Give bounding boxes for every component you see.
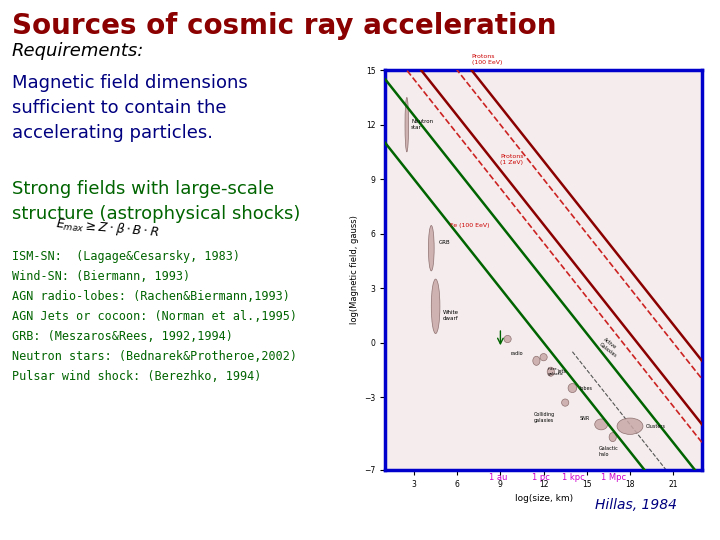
Ellipse shape bbox=[595, 419, 608, 430]
Ellipse shape bbox=[609, 433, 616, 442]
Text: Active
Galaxies: Active Galaxies bbox=[598, 337, 621, 358]
Text: Requirements:: Requirements: bbox=[12, 42, 145, 60]
Text: Neutron
star: Neutron star bbox=[411, 119, 433, 130]
Text: Hillas, 1984: Hillas, 1984 bbox=[595, 498, 677, 512]
Text: lobes: lobes bbox=[580, 386, 593, 390]
Text: 1 au: 1 au bbox=[489, 473, 507, 482]
Ellipse shape bbox=[540, 354, 547, 361]
Text: Protons
(100 EeV): Protons (100 EeV) bbox=[472, 54, 502, 65]
Text: AGN radio-lobes: (Rachen&Biermann,1993): AGN radio-lobes: (Rachen&Biermann,1993) bbox=[12, 290, 290, 303]
Text: Colliding
galaxies: Colliding galaxies bbox=[534, 411, 555, 422]
Text: Wind-SN: (Biermann, 1993): Wind-SN: (Biermann, 1993) bbox=[12, 270, 190, 283]
Text: inter-
galactic: inter- galactic bbox=[548, 367, 564, 376]
Text: 1 Mpc: 1 Mpc bbox=[601, 473, 626, 482]
Text: Clusters: Clusters bbox=[646, 424, 666, 429]
Text: Protons
(1 ZeV): Protons (1 ZeV) bbox=[500, 154, 524, 165]
Text: Fe (100 EeV): Fe (100 EeV) bbox=[450, 223, 490, 228]
Ellipse shape bbox=[533, 356, 540, 366]
Text: $E_{max} \geq Z \cdot \beta \cdot B \cdot R$: $E_{max} \geq Z \cdot \beta \cdot B \cdo… bbox=[55, 215, 160, 241]
Ellipse shape bbox=[617, 418, 643, 434]
Text: White
dwarf: White dwarf bbox=[443, 310, 459, 321]
Y-axis label: log(Magnetic field, gauss): log(Magnetic field, gauss) bbox=[350, 215, 359, 325]
Ellipse shape bbox=[568, 383, 577, 393]
Text: Galactic
halo: Galactic halo bbox=[598, 446, 618, 457]
Text: GRB: (Meszaros&Rees, 1992,1994): GRB: (Meszaros&Rees, 1992,1994) bbox=[12, 330, 233, 343]
Text: Strong fields with large-scale
structure (astrophysical shocks): Strong fields with large-scale structure… bbox=[12, 180, 300, 223]
Ellipse shape bbox=[547, 367, 554, 376]
Ellipse shape bbox=[562, 399, 569, 406]
Text: Neutron stars: (Bednarek&Protheroe,2002): Neutron stars: (Bednarek&Protheroe,2002) bbox=[12, 350, 297, 363]
Ellipse shape bbox=[504, 335, 511, 343]
Text: 1 pc: 1 pc bbox=[532, 473, 550, 482]
Text: Pulsar wind shock: (Berezhko, 1994): Pulsar wind shock: (Berezhko, 1994) bbox=[12, 370, 261, 383]
Text: ISM-SN:  (Lagage&Cesarsky, 1983): ISM-SN: (Lagage&Cesarsky, 1983) bbox=[12, 250, 240, 263]
Text: SNR: SNR bbox=[580, 416, 590, 421]
Text: jets: jets bbox=[557, 369, 565, 374]
Text: Magnetic field dimensions
sufficient to contain the
accelerating particles.: Magnetic field dimensions sufficient to … bbox=[12, 74, 248, 142]
Ellipse shape bbox=[405, 97, 409, 152]
Text: 1 kpc: 1 kpc bbox=[562, 473, 585, 482]
Text: radio: radio bbox=[510, 351, 523, 356]
X-axis label: log(size, km): log(size, km) bbox=[515, 494, 572, 503]
Ellipse shape bbox=[428, 226, 434, 271]
Text: Sources of cosmic ray acceleration: Sources of cosmic ray acceleration bbox=[12, 12, 557, 40]
Text: AGN Jets or cocoon: (Norman et al.,1995): AGN Jets or cocoon: (Norman et al.,1995) bbox=[12, 310, 297, 323]
Ellipse shape bbox=[431, 279, 440, 334]
Text: GRB: GRB bbox=[438, 240, 450, 245]
